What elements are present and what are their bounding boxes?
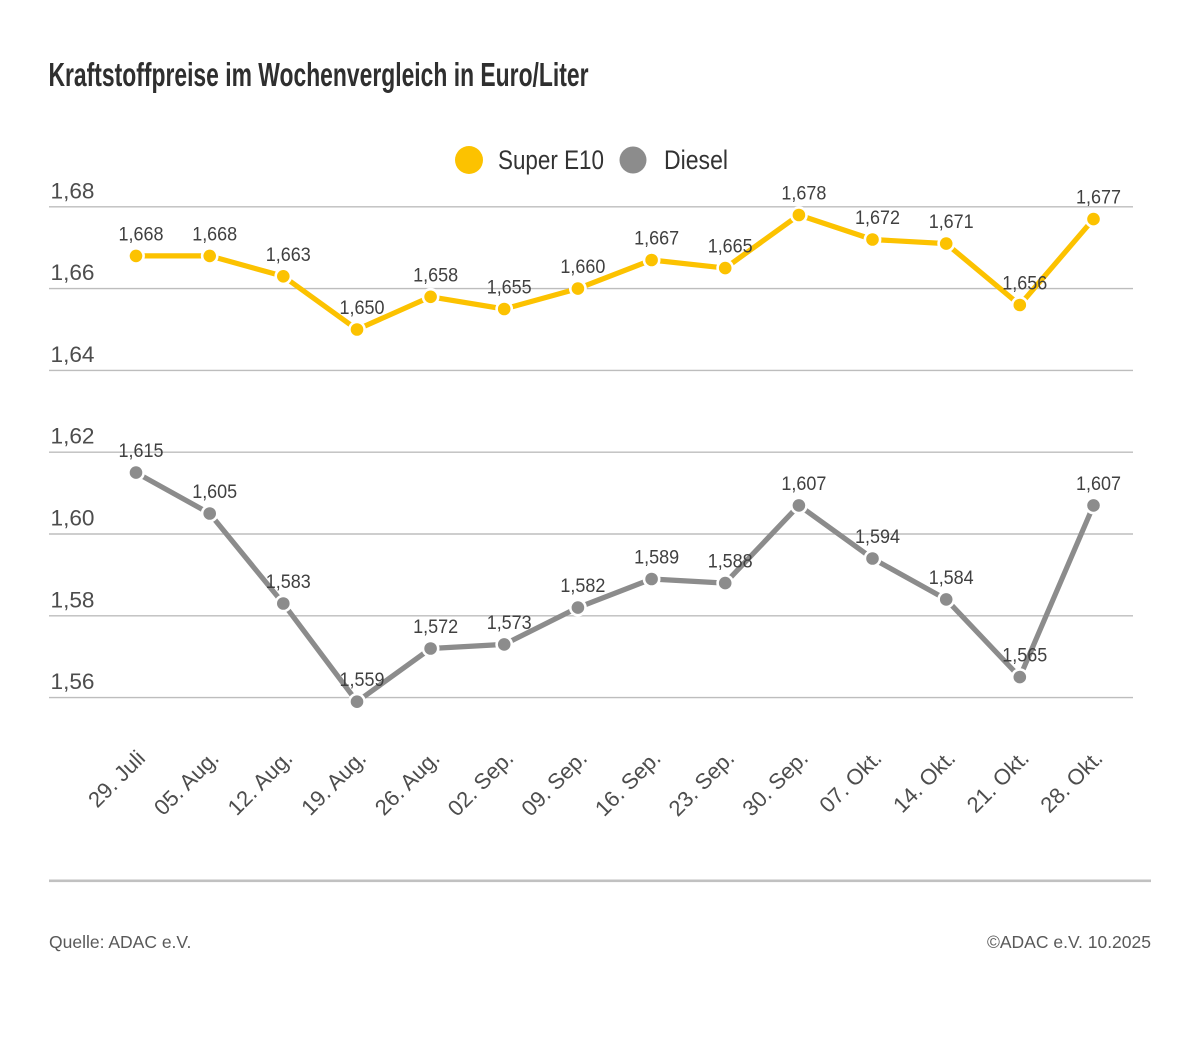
svg-text:1,668: 1,668 bbox=[192, 224, 237, 245]
svg-text:1,650: 1,650 bbox=[340, 298, 385, 319]
svg-text:1,655: 1,655 bbox=[487, 278, 532, 299]
svg-text:1,58: 1,58 bbox=[51, 587, 95, 612]
svg-text:1,588: 1,588 bbox=[708, 552, 753, 573]
svg-text:1,660: 1,660 bbox=[560, 257, 605, 278]
svg-text:1,663: 1,663 bbox=[266, 245, 311, 266]
svg-text:Super E10: Super E10 bbox=[498, 145, 604, 175]
svg-text:1,589: 1,589 bbox=[634, 548, 679, 569]
svg-text:1,565: 1,565 bbox=[1002, 646, 1047, 667]
svg-text:1,594: 1,594 bbox=[855, 527, 900, 548]
svg-text:1,677: 1,677 bbox=[1076, 188, 1121, 209]
svg-text:Diesel: Diesel bbox=[664, 145, 728, 175]
svg-text:1,615: 1,615 bbox=[119, 441, 164, 462]
svg-text:1,64: 1,64 bbox=[51, 342, 95, 367]
svg-text:1,66: 1,66 bbox=[51, 260, 95, 285]
svg-text:1,559: 1,559 bbox=[340, 670, 385, 691]
svg-text:1,605: 1,605 bbox=[192, 482, 237, 503]
svg-text:1,573: 1,573 bbox=[487, 613, 532, 634]
svg-text:1,656: 1,656 bbox=[1002, 274, 1047, 295]
svg-text:Quelle: ADAC e.V.: Quelle: ADAC e.V. bbox=[49, 932, 191, 952]
svg-text:1,583: 1,583 bbox=[266, 572, 311, 593]
svg-text:1,582: 1,582 bbox=[560, 576, 605, 597]
svg-text:1,672: 1,672 bbox=[855, 208, 900, 229]
svg-text:Kraftstoffpreise im Wochenverg: Kraftstoffpreise im Wochenvergleich in E… bbox=[49, 57, 589, 94]
svg-text:1,62: 1,62 bbox=[51, 424, 95, 449]
svg-text:1,668: 1,668 bbox=[119, 224, 164, 245]
svg-text:©ADAC e.V. 10.2025: ©ADAC e.V. 10.2025 bbox=[987, 932, 1151, 952]
svg-text:1,665: 1,665 bbox=[708, 237, 753, 258]
svg-text:1,68: 1,68 bbox=[51, 178, 95, 203]
svg-text:1,584: 1,584 bbox=[929, 568, 974, 589]
svg-text:1,56: 1,56 bbox=[51, 669, 95, 694]
svg-text:1,572: 1,572 bbox=[413, 617, 458, 638]
svg-text:1,607: 1,607 bbox=[781, 474, 826, 495]
svg-text:1,667: 1,667 bbox=[634, 229, 679, 250]
svg-text:1,607: 1,607 bbox=[1076, 474, 1121, 495]
svg-text:1,671: 1,671 bbox=[929, 212, 974, 233]
svg-text:1,60: 1,60 bbox=[51, 506, 95, 531]
svg-text:1,678: 1,678 bbox=[781, 184, 826, 205]
svg-text:1,658: 1,658 bbox=[413, 265, 458, 286]
